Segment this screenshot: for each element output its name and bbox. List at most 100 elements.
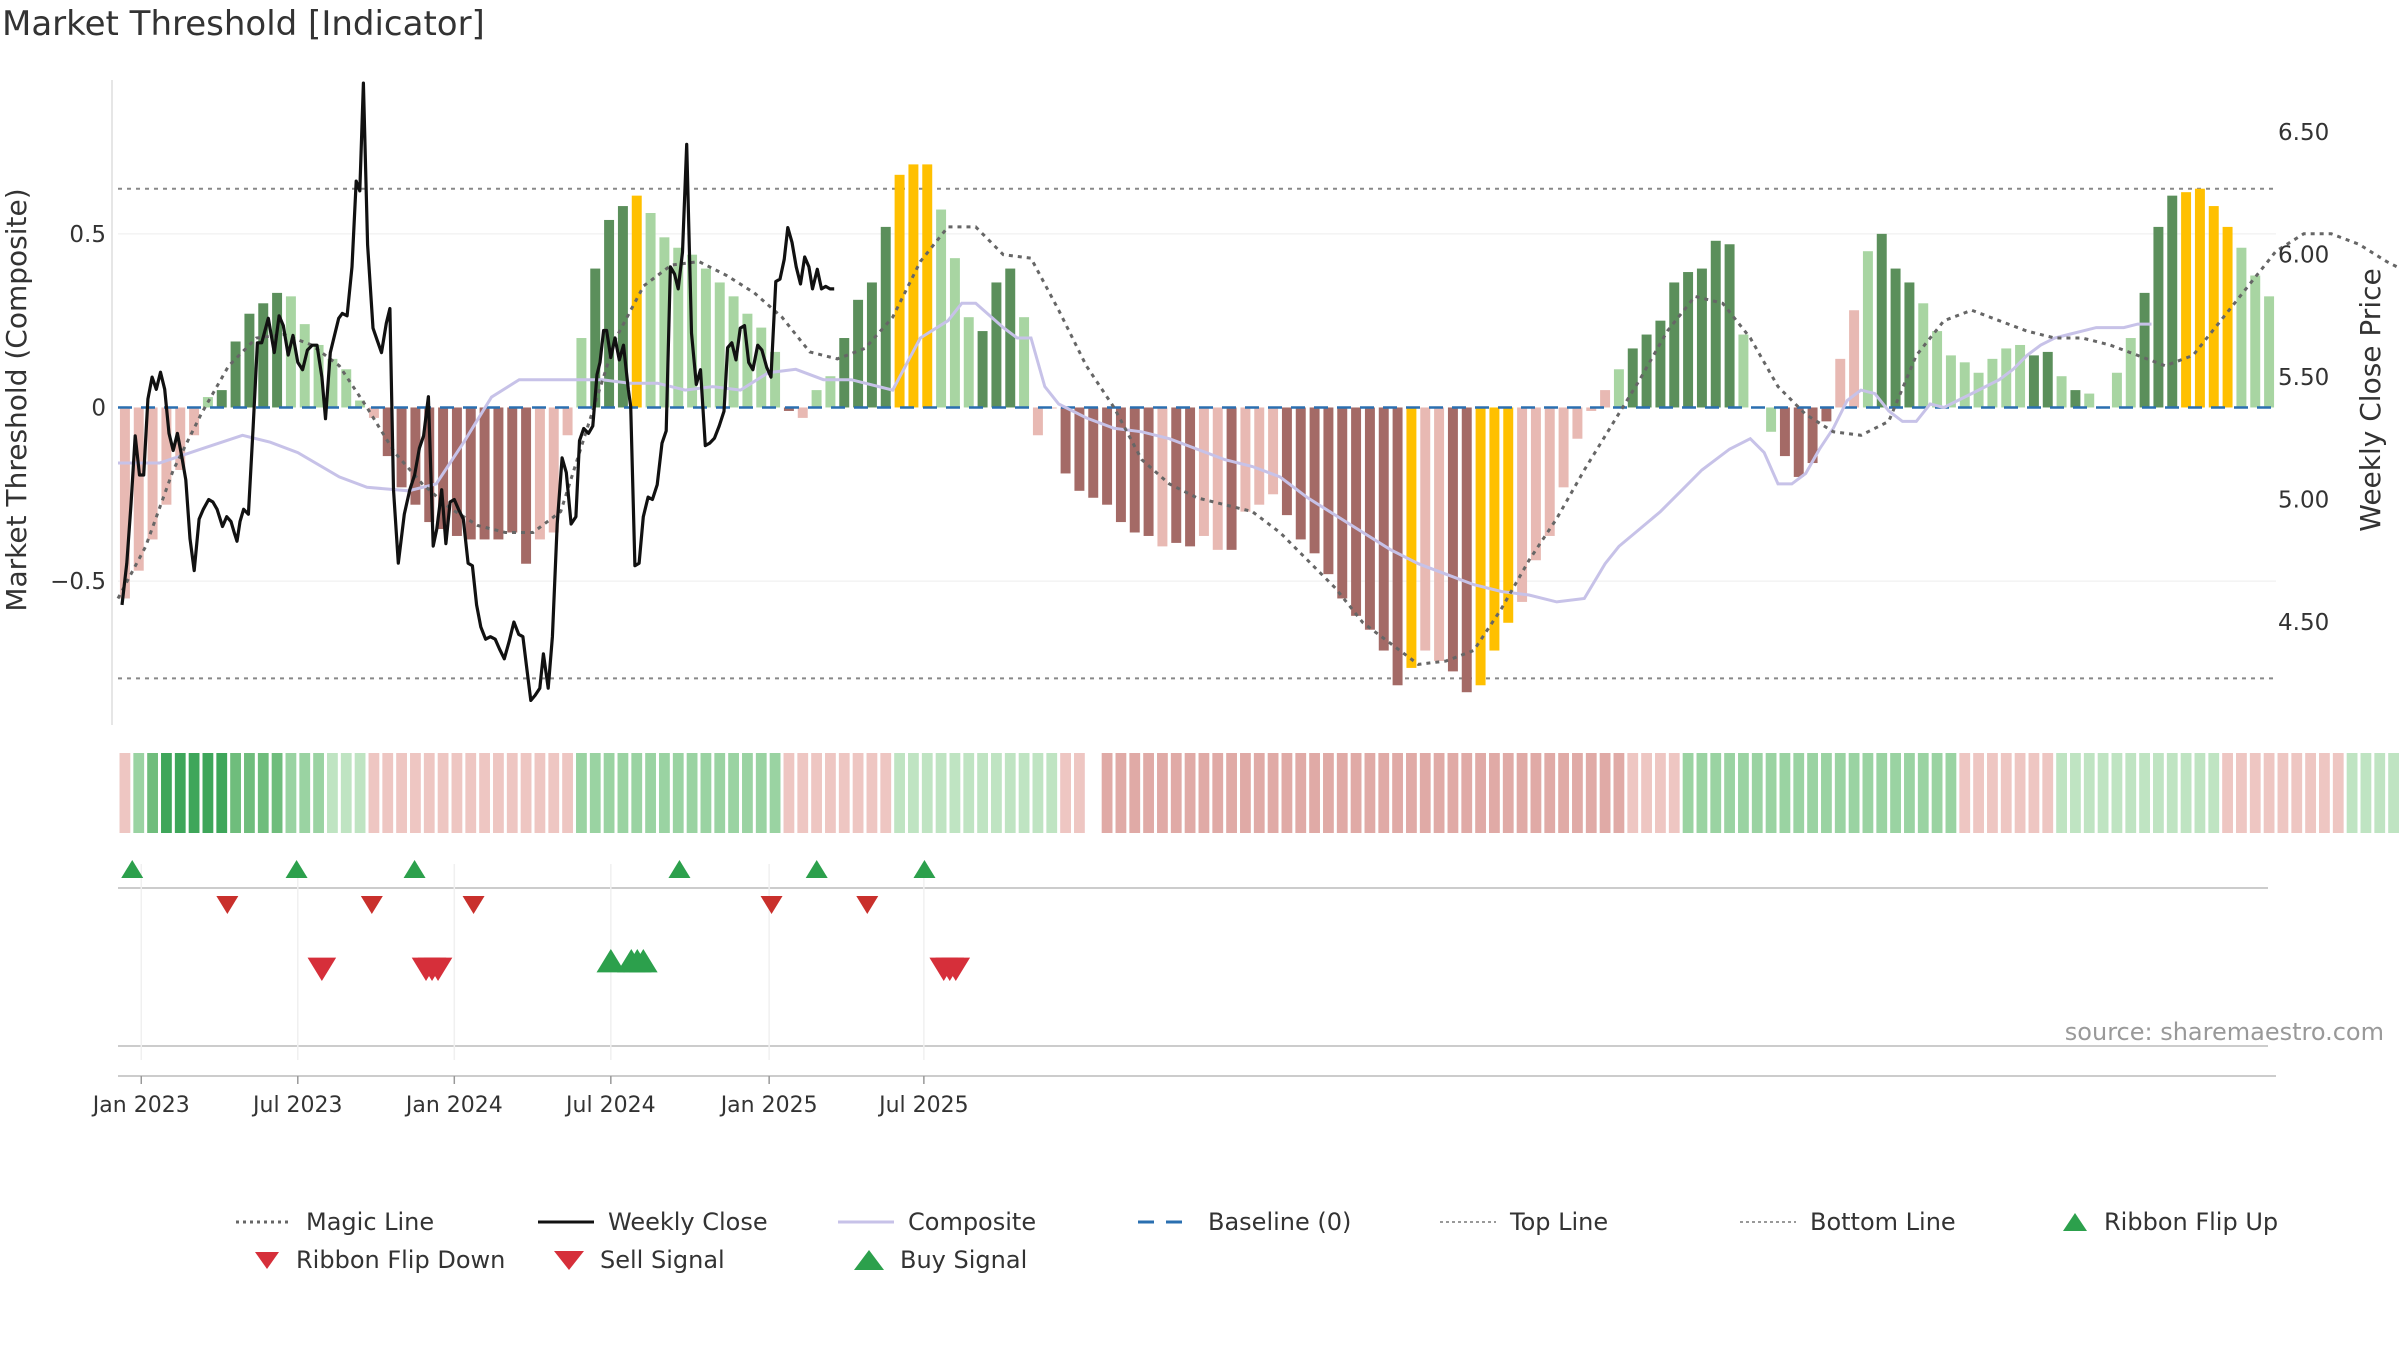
- ribbon-cell: [451, 753, 463, 833]
- composite-bar: [562, 407, 573, 436]
- ribbon-flip-down-marker: [360, 896, 383, 914]
- ribbon-cell: [2360, 753, 2372, 833]
- composite-bar: [2139, 292, 2150, 408]
- ribbon-cell: [147, 753, 158, 833]
- ribbon-cell: [340, 753, 352, 833]
- ribbon-cell: [2291, 753, 2303, 833]
- sell-signal-marker: [307, 957, 337, 981]
- composite-bar: [673, 247, 684, 408]
- composite-bar: [1406, 407, 1417, 668]
- composite-bar: [1489, 407, 1500, 651]
- composite-bar: [1793, 407, 1804, 477]
- legend-ribbon-flip-up: Ribbon Flip Up: [2060, 1208, 2278, 1236]
- composite-bar: [534, 407, 545, 540]
- legend-baseline: Baseline (0): [1138, 1208, 1351, 1236]
- composite-bar: [1143, 407, 1154, 536]
- composite-bar: [1268, 407, 1279, 495]
- composite-bar: [1876, 233, 1887, 408]
- composite-bar: [2208, 206, 2219, 408]
- ribbon-cell: [659, 753, 670, 833]
- ribbon-cell: [1129, 753, 1141, 833]
- composite-bar: [230, 341, 241, 408]
- ribbon-cell: [1987, 753, 1998, 833]
- y2-tick-label: 5.50: [2278, 365, 2329, 391]
- ribbon-cell: [188, 753, 200, 833]
- ribbon-cell: [1738, 753, 1749, 833]
- ribbon-cell: [1655, 753, 1666, 833]
- composite-bar: [645, 213, 656, 408]
- x-tick-label: Jul 2024: [564, 1093, 656, 1118]
- legend-top-line: Top Line: [1440, 1208, 1608, 1236]
- ribbon-cell: [1184, 753, 1196, 833]
- ribbon-cell: [728, 753, 739, 833]
- composite-bar: [1102, 407, 1113, 505]
- y2-tick-label: 5.00: [2278, 488, 2329, 514]
- chart-lines: [116, 81, 2400, 702]
- composite-bar: [161, 407, 172, 505]
- composite-bar: [811, 390, 822, 408]
- composite-bar: [133, 407, 144, 571]
- ribbon-cell: [2388, 753, 2399, 833]
- composite-bar: [341, 369, 352, 408]
- source-note: source: sharemaestro.com: [2064, 1018, 2384, 1046]
- ribbon-cell: [285, 753, 297, 833]
- composite-bar: [1503, 407, 1514, 623]
- ribbon-cell: [1240, 753, 1251, 833]
- composite-bar: [1530, 407, 1541, 561]
- composite-bar: [1364, 407, 1375, 630]
- composite-bar: [1558, 407, 1569, 488]
- ribbon-cell: [1751, 753, 1763, 833]
- composite-bar: [1613, 369, 1624, 408]
- ribbon-cell: [1323, 753, 1334, 833]
- composite-bar: [770, 351, 781, 408]
- ribbon-cell: [1682, 753, 1694, 833]
- legend-sell-signal: Sell Signal: [552, 1246, 725, 1274]
- legend-ribbon-flip-up-label: Ribbon Flip Up: [2104, 1208, 2279, 1236]
- composite-bar: [479, 407, 490, 540]
- composite-bar: [1835, 358, 1846, 408]
- composite-bar: [2236, 247, 2247, 408]
- composite-bar: [949, 258, 960, 408]
- ribbon-cell: [1627, 753, 1639, 833]
- red-down-triangle-icon: [554, 1251, 584, 1270]
- x-tick-label: Jan 2023: [91, 1093, 190, 1118]
- ribbon-cell: [534, 753, 546, 833]
- legend-weekly-close: Weekly Close: [538, 1208, 768, 1236]
- ribbon-cell: [2277, 753, 2289, 833]
- ribbon-cell: [2042, 753, 2054, 833]
- ribbon-flip-up-marker: [668, 860, 691, 878]
- composite-bar: [1710, 240, 1721, 408]
- ribbon-cell: [562, 753, 573, 833]
- y2-tick-label: 6.50: [2278, 120, 2329, 146]
- composite-bar: [2056, 376, 2067, 408]
- ribbon-cell: [1876, 753, 1888, 833]
- chart-axes: 0.5 0 −0.5 6.50 6.00 5.50 5.00 4.50 Market Thres…: [0, 80, 2387, 725]
- ribbon-cell: [949, 753, 961, 833]
- ribbon-cell: [769, 753, 781, 833]
- composite-bar: [1323, 407, 1334, 575]
- ribbon-cell: [202, 753, 214, 833]
- ribbon-cell: [1253, 753, 1265, 833]
- legend-baseline-label: Baseline (0): [1208, 1208, 1352, 1236]
- ribbon-cell: [1018, 753, 1030, 833]
- ribbon-cell: [1406, 753, 1417, 833]
- composite-bar: [189, 407, 200, 436]
- ribbon-cell: [838, 753, 850, 833]
- composite-bar: [1129, 407, 1140, 533]
- composite-bar: [1115, 407, 1126, 523]
- composite-bar: [175, 407, 186, 470]
- composite-bar: [2028, 355, 2039, 408]
- composite-bar: [244, 313, 255, 408]
- green-up-triangle-icon: [854, 1250, 884, 1270]
- legend-magic-line-label: Magic Line: [306, 1208, 435, 1236]
- ribbon-cell: [506, 753, 518, 833]
- ribbon-cell: [576, 753, 587, 833]
- composite-bar: [1904, 282, 1915, 408]
- x-tick-label: Jan 2025: [719, 1093, 818, 1118]
- ribbon-flip-up-marker: [285, 860, 308, 878]
- composite-bar: [1655, 320, 1666, 408]
- composite-bar: [797, 407, 808, 418]
- red-down-triangle-icon: [255, 1252, 279, 1269]
- composite-bar: [1669, 282, 1680, 408]
- ribbon-cell: [1281, 753, 1293, 833]
